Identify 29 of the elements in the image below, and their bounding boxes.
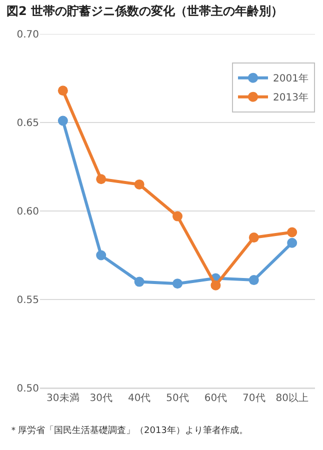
y-tick-label: 0.50 [16, 384, 39, 394]
y-tick-label: 0.60 [16, 206, 39, 218]
x-tick-label: 50代 [166, 393, 189, 404]
legend-label: 2013年 [273, 92, 308, 104]
x-tick-label: 30代 [90, 393, 112, 404]
text: ＊厚労省「国民生活基礎調査」（2013年）より筆者作成。 [9, 425, 248, 436]
point [58, 86, 68, 96]
point [96, 174, 106, 184]
x-tick-label: 80以上 [276, 392, 308, 404]
point [287, 238, 298, 248]
y-tick-label: 0.65 [16, 118, 39, 129]
point [248, 275, 259, 286]
x-tick-label: 60代 [204, 393, 228, 404]
x-tick-label: 30未満 [46, 392, 80, 404]
point [248, 232, 259, 243]
point [134, 276, 144, 287]
point [172, 211, 182, 222]
y-tick-label: 0.55 [16, 295, 39, 306]
x-tick-label: 40代 [128, 393, 151, 404]
point [96, 250, 106, 260]
point [287, 227, 298, 238]
point [134, 179, 144, 190]
point [58, 116, 68, 126]
legend-label: 2001年 [273, 72, 308, 85]
chart-title: 図2 世帯の貯蓄ジニ係数の変化（世帯主の年齢別） [6, 4, 283, 18]
y-tick-label: 0.70 [16, 30, 39, 40]
point [172, 278, 182, 289]
point [210, 280, 221, 290]
x-tick-label: 70代 [242, 393, 266, 404]
